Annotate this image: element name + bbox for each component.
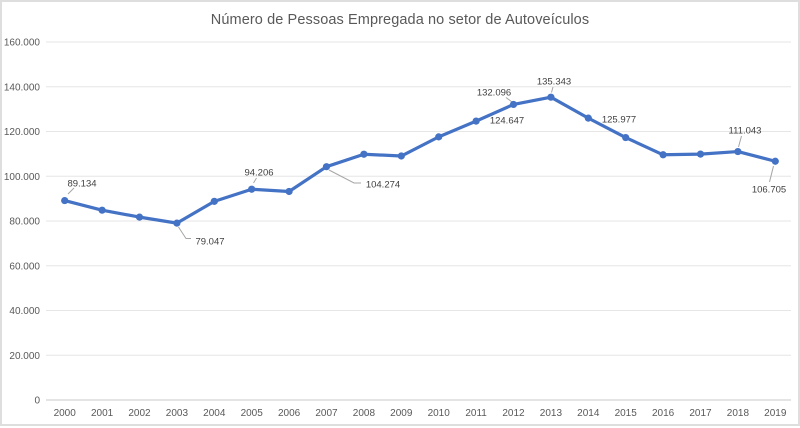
x-axis-tick-label: 2000: [54, 408, 77, 419]
x-axis-tick-label: 2019: [764, 408, 787, 419]
data-point-marker-2016: [659, 151, 667, 159]
data-point-marker-2011: [472, 117, 480, 125]
data-point-marker-2005: [248, 185, 256, 193]
x-axis-tick-label: 2018: [727, 408, 750, 419]
data-label-2013: 135.343: [537, 76, 571, 87]
y-axis-tick-label: 40.000: [9, 306, 40, 317]
data-label-2003: 79.047: [195, 236, 224, 247]
data-point-marker-2009: [397, 152, 405, 160]
x-axis-tick-label: 2002: [128, 408, 151, 419]
data-point-marker-2015: [622, 133, 630, 142]
data-point-marker-2008: [360, 150, 368, 158]
y-axis-tick-label: 160.000: [4, 38, 41, 49]
x-axis-tick-label: 2017: [689, 408, 712, 419]
data-point-marker-2001: [98, 206, 106, 214]
y-axis-tick-label: 140.000: [4, 82, 41, 93]
data-point-marker-2018: [734, 147, 742, 156]
leader-line: [551, 86, 554, 93]
data-point-marker-2002: [135, 213, 144, 221]
y-axis-tick-label: 100.000: [4, 172, 41, 183]
data-point-marker-2013: [547, 93, 555, 101]
x-axis-tick-label: 2007: [315, 408, 338, 419]
x-axis-tick-label: 2013: [540, 408, 563, 419]
x-axis-tick-label: 2004: [203, 408, 226, 419]
data-label-2014: 125.977: [602, 114, 636, 125]
data-label-2007: 104.274: [366, 179, 400, 190]
data-point-marker-2006: [285, 187, 293, 196]
x-axis-tick-label: 2010: [428, 408, 451, 419]
leader-line: [328, 169, 361, 184]
data-label-2012: 132.096: [477, 87, 511, 98]
x-axis-tick-label: 2011: [465, 408, 487, 419]
y-axis-tick-label: 60.000: [9, 261, 40, 272]
data-label-2011: 124.647: [490, 115, 524, 126]
x-axis-tick-label: 2009: [390, 408, 413, 419]
data-point-marker-2003: [173, 219, 181, 227]
chart-title: Número de Pessoas Empregada no setor de …: [210, 12, 590, 28]
data-point-marker-2017: [696, 150, 705, 158]
data-label-2018: 111.043: [729, 125, 762, 136]
series-line: [63, 95, 777, 225]
leader-line: [178, 226, 191, 239]
x-axis-tick-label: 2014: [577, 408, 600, 419]
data-label-2019: 106.705: [752, 184, 786, 195]
data-point-marker-2007: [322, 163, 331, 171]
x-axis-tick-label: 2008: [353, 408, 376, 419]
x-axis-tick-label: 2003: [166, 408, 189, 419]
data-label-2000: 89.134: [67, 178, 96, 189]
x-axis-tick-label: 2006: [278, 408, 301, 419]
x-axis-tick-label: 2012: [502, 408, 525, 419]
data-label-2005: 94.206: [244, 167, 273, 178]
leader-line: [769, 165, 774, 183]
data-point-marker-2019: [771, 157, 779, 165]
y-axis-tick-label: 0: [34, 396, 40, 407]
data-point-marker-2004: [210, 197, 218, 205]
data-point-marker-2012: [509, 100, 518, 109]
leader-line: [67, 187, 75, 195]
y-axis-tick-label: 80.000: [9, 217, 40, 228]
data-point-marker-2014: [584, 114, 592, 122]
y-axis-tick-label: 120.000: [4, 127, 41, 138]
leader-line: [253, 177, 257, 184]
x-axis-tick-label: 2015: [615, 408, 638, 419]
x-axis-tick-label: 2001: [91, 408, 114, 419]
y-axis-tick-label: 20.000: [9, 351, 40, 362]
data-point-marker-2000: [61, 196, 69, 205]
x-axis-tick-label: 2016: [652, 408, 675, 419]
leader-line: [738, 135, 742, 148]
x-axis-tick-label: 2005: [241, 408, 264, 419]
data-point-marker-2010: [435, 133, 443, 141]
leader-line: [505, 97, 513, 103]
